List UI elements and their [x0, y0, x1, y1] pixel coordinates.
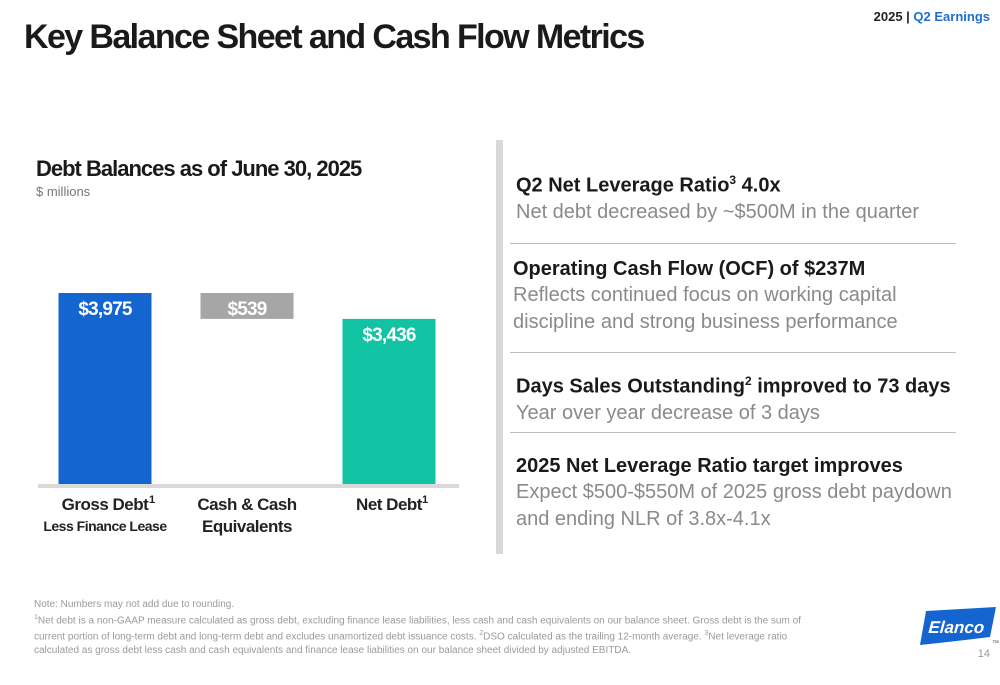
tick-label-0-1: Less Finance Lease — [43, 518, 167, 534]
header-separator: | — [902, 9, 914, 24]
chart-subtitle: $ millions — [36, 184, 91, 199]
metric-heading: Q2 Net Leverage Ratio3 4.0x — [516, 173, 781, 197]
data-label-0: $3,975 — [78, 299, 133, 320]
header-year: 2025 — [873, 9, 903, 24]
metric-body-line: Reflects continued focus on working capi… — [513, 284, 897, 306]
metric-heading: Days Sales Outstanding2 improved to 73 d… — [516, 374, 951, 398]
header-tag: 2025 | Q2 Earnings — [874, 9, 990, 24]
tick-label-1-0: Cash & Cash — [197, 495, 296, 514]
vertical-divider — [496, 140, 503, 554]
tick-label-2-0: Net Debt — [356, 495, 423, 514]
metric-net-leverage: Q2 Net Leverage Ratio3 4.0x Net debt dec… — [516, 167, 956, 226]
page-number: 14 — [977, 648, 990, 660]
metric-body-line: Net debt decreased by ~$500M in the quar… — [516, 200, 920, 223]
footnote-definitions: 1Net debt is a non-GAAP measure calculat… — [34, 614, 801, 656]
tick-footnote-2: 1 — [422, 494, 428, 506]
x-axis-line — [38, 484, 459, 488]
metric-dso: Days Sales Outstanding2 improved to 73 d… — [516, 368, 956, 427]
metric-operating-cash-flow: Operating Cash Flow (OCF) of $237M Refle… — [513, 256, 953, 336]
logo-wordmark: Elanco — [928, 618, 985, 637]
tick-label-0-0: Gross Debt — [62, 495, 149, 514]
page-title: Key Balance Sheet and Cash Flow Metrics — [24, 18, 645, 56]
metric-separator — [510, 352, 956, 353]
logo-trademark: ™ — [992, 640, 999, 647]
metric-body-line: and ending NLR of 3.8x-4.1x — [516, 508, 771, 530]
metric-heading: Operating Cash Flow (OCF) of $237M — [513, 258, 866, 280]
footnotes: Note: Numbers may not add due to roundin… — [34, 598, 804, 657]
header-label: Q2 Earnings — [913, 9, 990, 24]
data-label-1: $539 — [227, 299, 266, 320]
chart-title: Debt Balances as of June 30, 2025 — [36, 156, 362, 181]
bar-1 — [200, 293, 294, 319]
footnote-rounding: Note: Numbers may not add due to roundin… — [34, 599, 235, 610]
bar-0 — [58, 293, 152, 484]
metric-separator — [510, 432, 956, 433]
metric-body-line: Year over year decrease of 3 days — [516, 401, 820, 424]
logo-badge-shape — [920, 607, 996, 645]
metric-separator — [510, 243, 956, 244]
data-label-2: $3,436 — [362, 325, 416, 346]
tick-footnote-0: 1 — [149, 494, 155, 506]
metric-body-line: discipline and strong business performan… — [513, 311, 898, 333]
bar-2 — [342, 318, 436, 484]
tick-label-1-1: Equivalents — [202, 517, 292, 536]
metric-heading: 2025 Net Leverage Ratio target improves — [516, 455, 903, 477]
metric-body-line: Expect $500-$550M of 2025 gross debt pay… — [516, 481, 952, 503]
elanco-logo: Elanco ™ — [920, 607, 999, 647]
metric-nlr-target: 2025 Net Leverage Ratio target improves … — [516, 453, 956, 533]
